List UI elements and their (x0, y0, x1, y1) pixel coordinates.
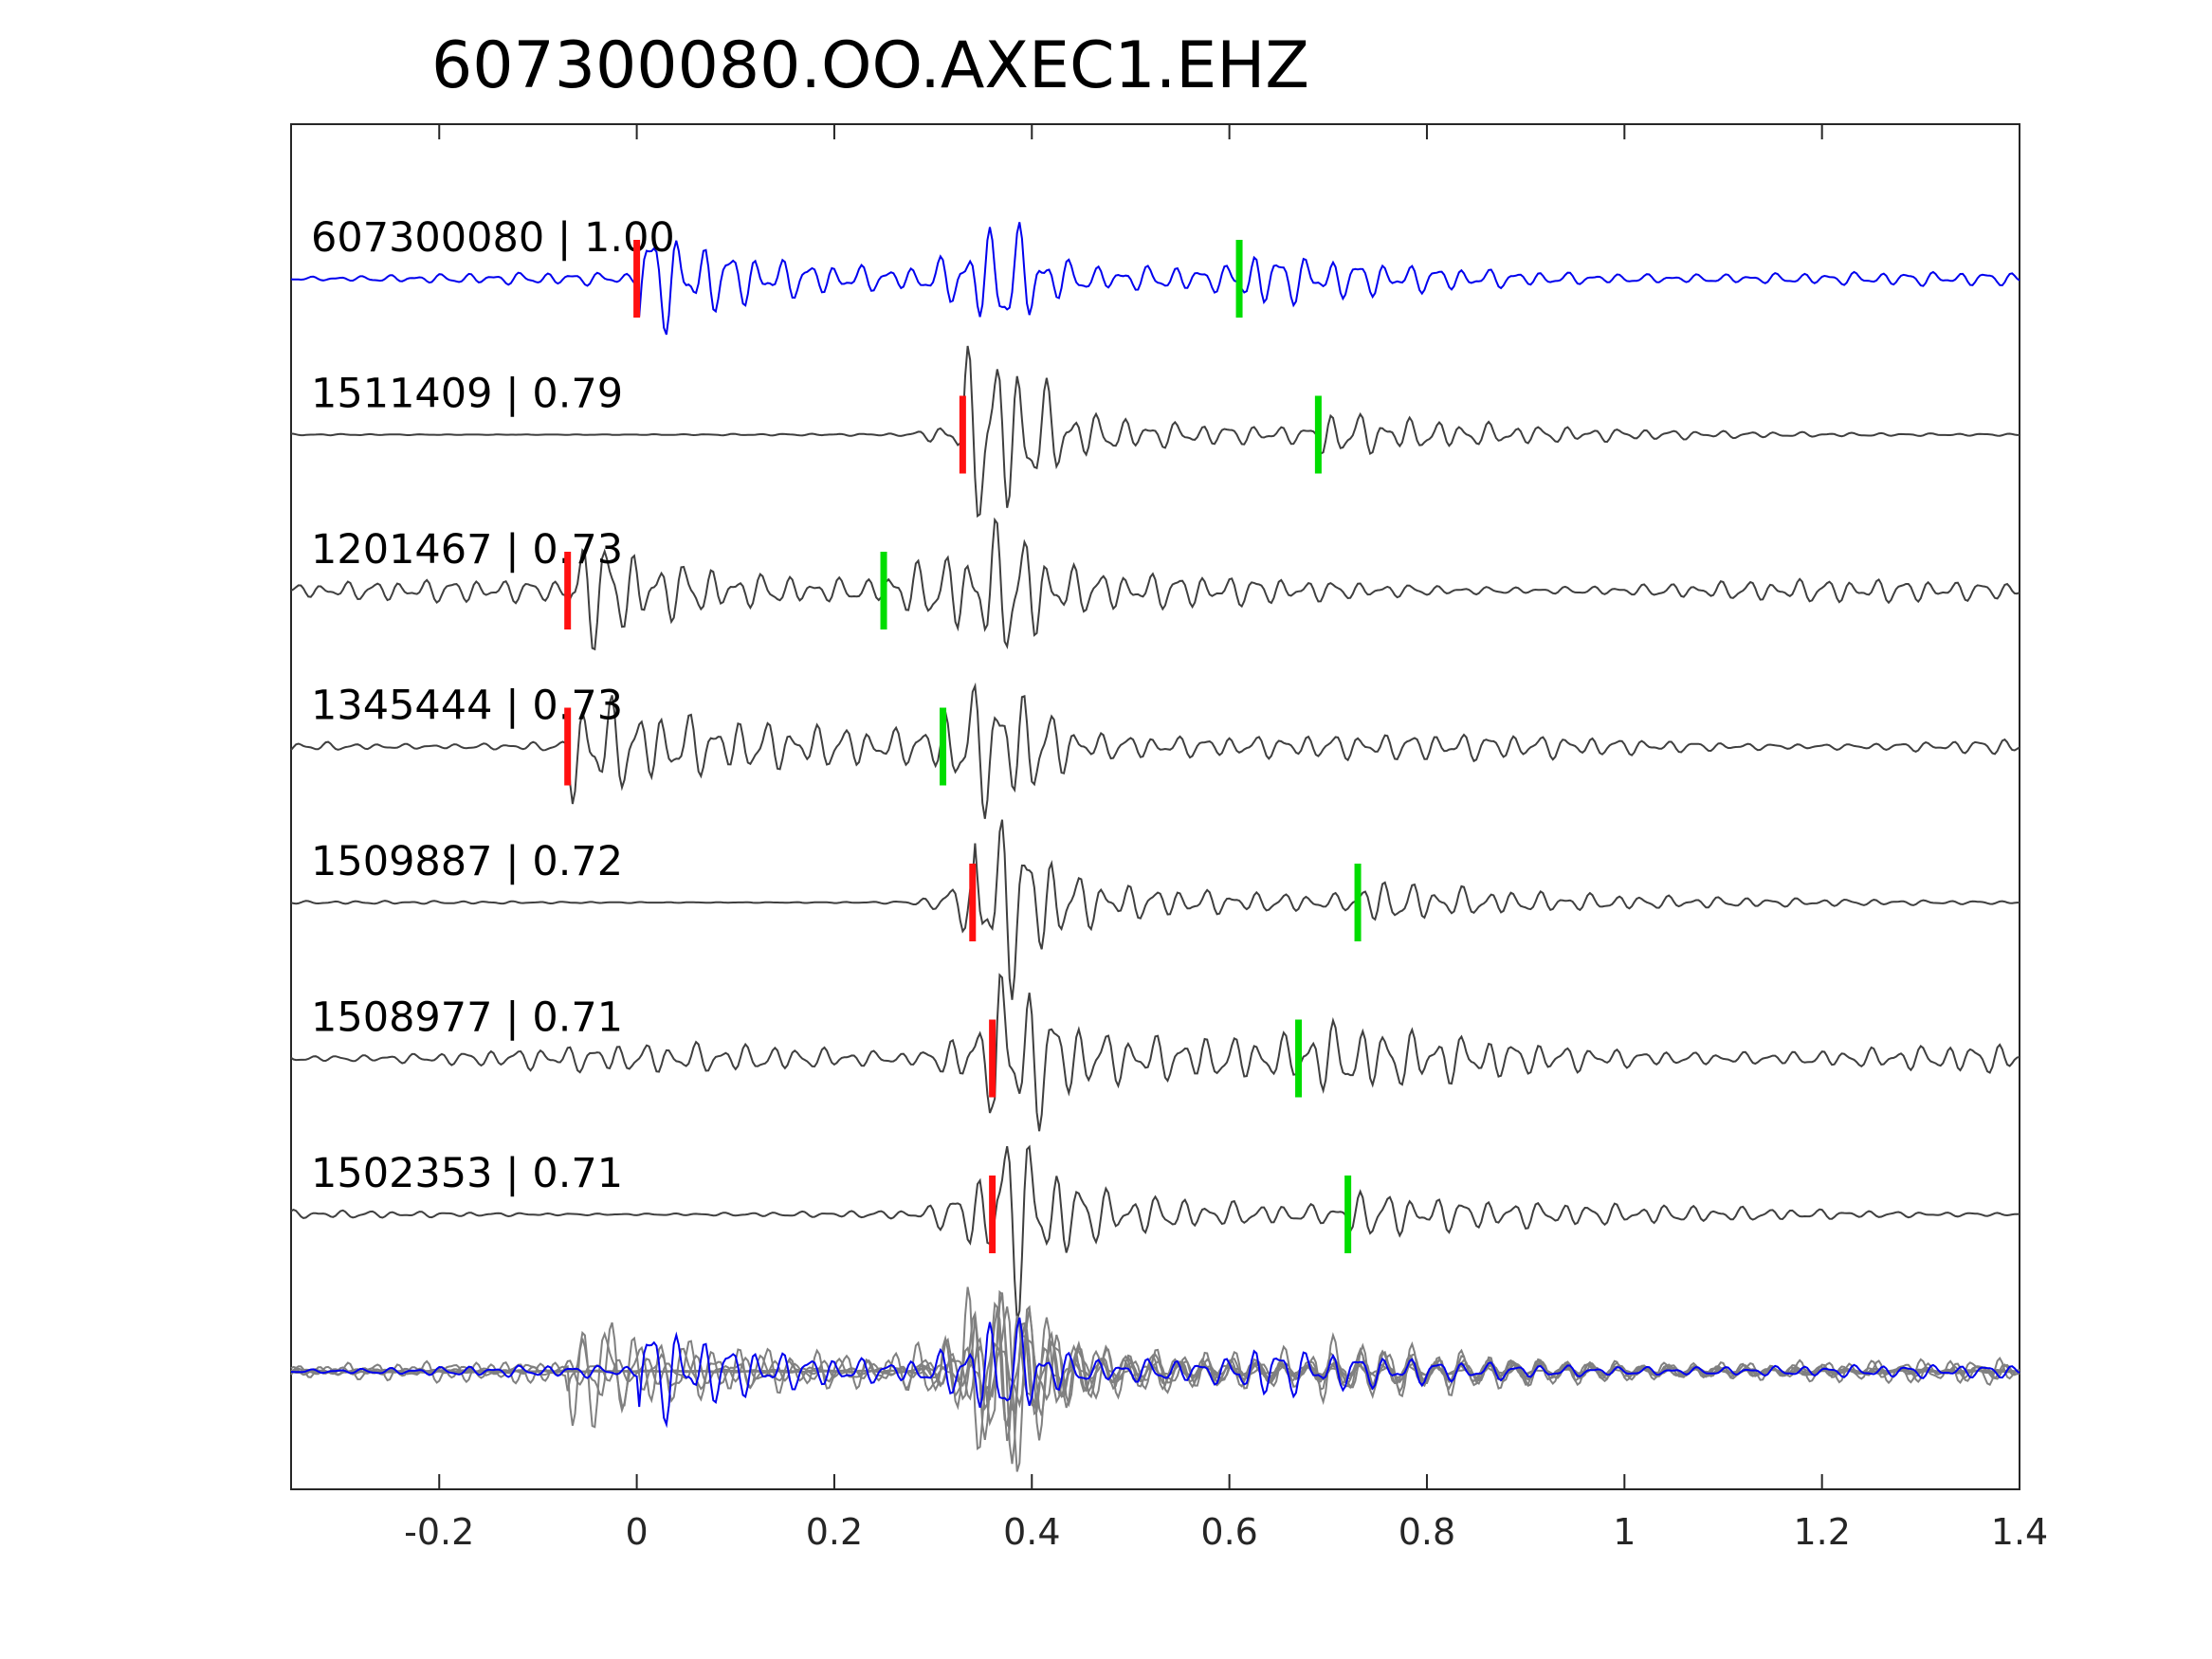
axes-frame (290, 123, 2020, 1490)
stack-waveform (290, 1301, 2020, 1429)
trace-waveform (290, 973, 2020, 1132)
trace-2: 1201467 | 0.73 (290, 517, 2020, 651)
trace-waveform (290, 819, 2020, 1000)
trace-label: 1511409 | 0.79 (311, 371, 623, 418)
trace-5: 1508977 | 0.71 (290, 973, 2020, 1132)
trace-waveform (290, 517, 2020, 651)
x-tick-label: -0.2 (404, 1511, 474, 1553)
trace-1: 1511409 | 0.79 (290, 345, 2020, 519)
trace-4: 1509887 | 0.72 (290, 819, 2020, 1000)
x-tick-label: 0.4 (1003, 1511, 1060, 1553)
stack-master-waveform (290, 1317, 2020, 1429)
trace-label: 1201467 | 0.73 (311, 526, 623, 574)
x-tick-label: 1 (1613, 1511, 1636, 1553)
x-axis: -0.2 0 0.2 0.4 0.6 0.8 1 1.2 1.4 (404, 124, 2048, 1553)
trace-6: 1502353 | 0.71 (290, 1144, 2020, 1321)
trace-label: 1509887 | 0.72 (311, 838, 623, 885)
trace-0: 607300080 | 1.00 (290, 214, 2020, 336)
trace-waveform (290, 682, 2020, 819)
trace-label: 1502353 | 0.71 (311, 1150, 623, 1197)
stack-waveform (290, 1310, 2020, 1441)
stack-waveform (290, 1304, 2020, 1472)
trace-waveform (290, 345, 2020, 519)
traces-group: 607300080 | 1.00 1511409 | 0.79 1201467 | … (290, 214, 2020, 1321)
x-tick-label: 0.2 (806, 1511, 863, 1553)
stacked-traces (290, 1286, 2020, 1472)
stack-waveform (290, 1289, 2020, 1441)
trace-waveform (290, 222, 2020, 336)
stack-waveform (290, 1286, 2020, 1450)
trace-3: 1345444 | 0.73 (290, 682, 2020, 819)
trace-waveform (290, 1144, 2020, 1321)
trace-label: 1508977 | 0.71 (311, 994, 623, 1042)
x-tick-label: 0 (626, 1511, 649, 1553)
chart-title: 607300080.OO.AXEC1.EHZ (431, 28, 1309, 103)
x-tick-label: 0.6 (1200, 1511, 1257, 1553)
trace-label: 1345444 | 0.73 (311, 683, 623, 730)
x-tick-label: 1.2 (1793, 1511, 1850, 1553)
x-tick-label: 1.4 (1991, 1511, 2048, 1553)
x-tick-label: 0.8 (1398, 1511, 1455, 1553)
trace-label: 607300080 | 1.00 (311, 214, 675, 262)
